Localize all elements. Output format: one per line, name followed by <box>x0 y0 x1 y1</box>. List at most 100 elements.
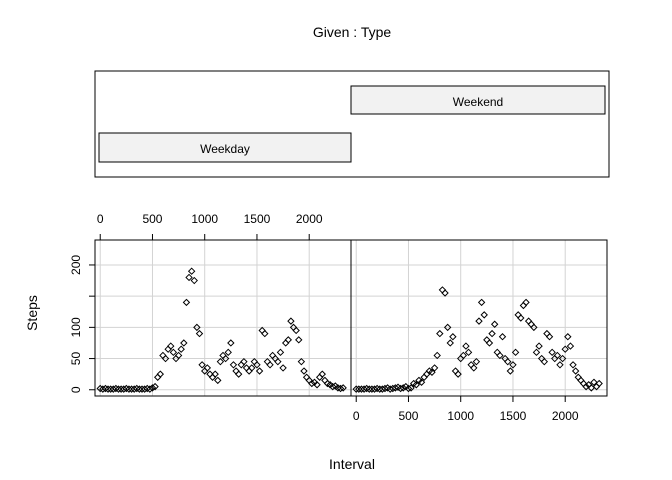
panel-weekend <box>350 239 608 397</box>
data-point <box>462 342 470 350</box>
data-point <box>566 342 575 350</box>
data-point <box>391 384 400 392</box>
data-point <box>182 298 191 307</box>
data-point <box>446 339 454 347</box>
y-tick-label: 50 <box>69 352 83 366</box>
data-point <box>556 361 564 369</box>
data-point <box>177 345 185 353</box>
x-tick-label: 2000 <box>296 212 323 226</box>
data-point <box>287 317 295 325</box>
y-tick-label: 0 <box>69 386 83 393</box>
data-point <box>459 351 468 360</box>
data-point <box>352 385 360 393</box>
x-tick-label: 1500 <box>500 409 527 423</box>
data-point <box>221 354 230 363</box>
data-point <box>169 348 178 357</box>
points-weekend <box>352 286 603 393</box>
data-point <box>161 354 170 363</box>
data-point <box>112 384 120 393</box>
data-point <box>569 361 577 369</box>
data-point <box>558 354 567 363</box>
data-point <box>441 289 449 297</box>
data-point <box>532 348 541 357</box>
data-point <box>96 384 104 393</box>
data-point <box>399 384 407 392</box>
data-point <box>488 329 496 338</box>
data-point <box>496 351 504 360</box>
data-point <box>355 385 363 393</box>
data-point <box>436 329 444 338</box>
data-point <box>517 314 525 322</box>
data-point <box>135 385 144 393</box>
data-point <box>433 351 441 360</box>
top-x-axis: 0 500 1000 1500 2000 <box>97 212 323 240</box>
data-point <box>274 357 282 366</box>
x-tick-label: 500 <box>142 212 162 226</box>
data-point <box>248 364 256 372</box>
data-point <box>156 370 165 378</box>
data-point <box>130 385 138 393</box>
x-tick-label: 500 <box>398 409 418 423</box>
data-point <box>430 364 439 372</box>
data-point <box>561 345 569 353</box>
data-point <box>104 385 112 393</box>
data-point <box>284 336 293 344</box>
data-point <box>498 333 507 341</box>
data-point <box>187 267 196 275</box>
data-point <box>276 348 285 357</box>
data-point <box>133 384 141 393</box>
data-point <box>229 361 238 369</box>
given-strip-weekday <box>98 132 352 163</box>
data-point <box>193 323 201 332</box>
panel-frame <box>350 239 608 397</box>
data-point <box>114 385 123 393</box>
data-point <box>449 333 457 341</box>
points-weekday <box>96 267 347 393</box>
data-point <box>490 320 499 328</box>
data-point <box>99 385 107 393</box>
data-point <box>174 351 183 360</box>
data-point <box>407 384 415 392</box>
data-point <box>360 385 368 393</box>
y-axis-label: Steps <box>24 295 40 331</box>
x-tick-label: 2000 <box>552 409 579 423</box>
given-strips: Weekday Weekend <box>98 85 606 163</box>
given-strip-label-weekday: Weekday <box>200 142 250 156</box>
x-axis-label: Interval <box>329 456 375 472</box>
x-tick-label: 1000 <box>191 212 218 226</box>
data-point <box>564 333 572 341</box>
data-point <box>485 339 494 347</box>
x-tick-label: 1000 <box>447 409 474 423</box>
given-strip-label-weekend: Weekend <box>453 95 503 109</box>
data-point <box>509 361 517 369</box>
data-point <box>300 367 308 375</box>
chart-title: Given : Type <box>313 24 392 40</box>
data-point <box>101 384 110 393</box>
data-point <box>146 385 154 393</box>
data-point <box>480 311 488 319</box>
data-point <box>211 370 219 378</box>
data-point <box>148 384 157 392</box>
data-point <box>224 348 232 357</box>
data-point <box>530 323 538 332</box>
data-point <box>198 361 206 369</box>
data-point <box>365 385 373 393</box>
data-point <box>318 370 326 378</box>
data-point <box>545 333 554 341</box>
data-point <box>470 364 478 372</box>
data-point <box>185 273 193 282</box>
panel-weekday <box>94 239 352 397</box>
given-strip-weekend <box>350 85 606 115</box>
data-point <box>334 384 342 392</box>
data-point <box>195 329 204 338</box>
data-point <box>504 357 512 366</box>
data-point <box>167 342 175 350</box>
panel-frame <box>94 239 352 397</box>
data-point <box>381 384 389 393</box>
data-point <box>522 298 530 307</box>
data-point <box>404 384 413 393</box>
data-point <box>548 348 556 357</box>
data-point <box>253 361 261 369</box>
given-panel-frame <box>94 70 610 178</box>
data-point <box>190 276 198 285</box>
